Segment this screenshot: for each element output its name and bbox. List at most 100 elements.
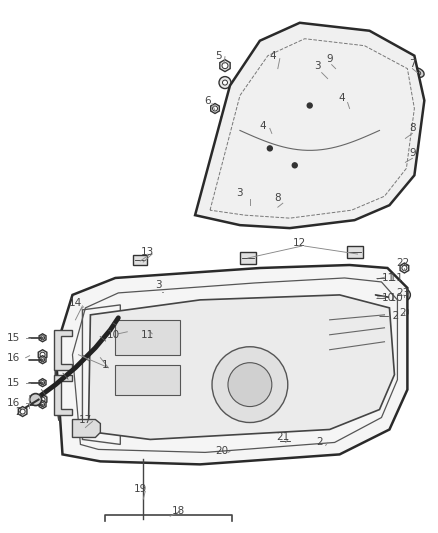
Circle shape: [162, 287, 168, 293]
Circle shape: [221, 114, 231, 124]
Polygon shape: [39, 401, 46, 409]
Circle shape: [336, 64, 340, 69]
Circle shape: [403, 310, 406, 314]
Text: 14: 14: [69, 298, 82, 308]
Circle shape: [166, 301, 171, 306]
Circle shape: [375, 276, 379, 280]
Polygon shape: [18, 407, 27, 416]
Circle shape: [41, 336, 45, 340]
Text: 9: 9: [409, 148, 416, 158]
Polygon shape: [88, 295, 395, 439]
Polygon shape: [39, 356, 46, 364]
Text: 8: 8: [409, 124, 416, 133]
Polygon shape: [195, 23, 424, 228]
Polygon shape: [164, 299, 173, 309]
Circle shape: [386, 295, 390, 299]
Circle shape: [41, 358, 45, 362]
Text: 19: 19: [134, 484, 147, 494]
Circle shape: [307, 103, 312, 108]
Polygon shape: [226, 447, 234, 456]
Text: 3: 3: [237, 188, 243, 198]
Ellipse shape: [411, 68, 424, 77]
Polygon shape: [72, 419, 100, 438]
Polygon shape: [102, 332, 109, 340]
Polygon shape: [53, 330, 72, 370]
Polygon shape: [400, 263, 409, 273]
Circle shape: [212, 347, 288, 423]
Circle shape: [324, 442, 328, 447]
Bar: [115, 365, 180, 394]
Text: 20: 20: [215, 447, 229, 456]
Polygon shape: [38, 394, 47, 405]
Circle shape: [228, 362, 272, 407]
Text: 5: 5: [215, 51, 223, 61]
Circle shape: [41, 402, 45, 407]
Polygon shape: [345, 101, 354, 110]
Text: 2: 2: [316, 438, 323, 447]
Polygon shape: [39, 378, 46, 386]
Text: 2: 2: [399, 308, 406, 318]
Text: 23: 23: [396, 288, 409, 298]
Text: 9: 9: [326, 54, 333, 63]
Polygon shape: [385, 293, 392, 301]
Polygon shape: [56, 265, 407, 464]
Text: 22: 22: [396, 258, 409, 268]
Text: 4: 4: [338, 93, 345, 102]
Text: 10: 10: [382, 293, 395, 303]
Text: 4: 4: [269, 51, 276, 61]
Circle shape: [314, 446, 318, 449]
Circle shape: [267, 146, 272, 151]
Text: 11: 11: [382, 273, 395, 283]
Circle shape: [402, 293, 407, 297]
Circle shape: [40, 352, 45, 357]
Text: — 2: — 2: [379, 311, 399, 321]
Text: 3: 3: [314, 61, 321, 71]
Text: — 10: — 10: [376, 293, 403, 303]
Circle shape: [269, 128, 274, 133]
Circle shape: [402, 265, 407, 270]
Circle shape: [332, 62, 343, 71]
Text: 13: 13: [141, 247, 154, 257]
Bar: [278, 437, 292, 447]
Circle shape: [40, 397, 45, 402]
Circle shape: [264, 205, 268, 209]
Text: 16: 16: [7, 353, 20, 363]
Circle shape: [292, 163, 297, 168]
Circle shape: [402, 158, 407, 163]
Circle shape: [347, 103, 352, 108]
Polygon shape: [39, 334, 46, 342]
Text: — 11: — 11: [376, 273, 403, 283]
Circle shape: [327, 73, 332, 78]
Circle shape: [103, 334, 108, 338]
Text: 1: 1: [102, 360, 109, 370]
Circle shape: [158, 283, 172, 297]
Polygon shape: [149, 328, 155, 336]
Circle shape: [399, 155, 410, 166]
Circle shape: [212, 106, 218, 111]
Bar: [115, 320, 180, 355]
Circle shape: [224, 117, 228, 120]
Text: 15: 15: [7, 333, 20, 343]
Polygon shape: [211, 103, 219, 114]
Text: 12: 12: [293, 238, 306, 248]
Polygon shape: [401, 308, 408, 316]
Circle shape: [20, 409, 25, 414]
Polygon shape: [53, 375, 72, 415]
Text: 3: 3: [155, 280, 162, 290]
Circle shape: [219, 77, 231, 88]
Text: 6: 6: [205, 95, 212, 106]
Polygon shape: [268, 125, 276, 135]
Bar: [240, 252, 256, 264]
Circle shape: [247, 210, 257, 220]
Text: 18: 18: [172, 506, 185, 516]
Polygon shape: [262, 203, 269, 211]
Circle shape: [30, 393, 42, 406]
Circle shape: [392, 136, 396, 141]
Text: 10: 10: [107, 330, 120, 340]
Polygon shape: [322, 440, 329, 448]
Circle shape: [223, 80, 227, 85]
Polygon shape: [38, 350, 47, 360]
Circle shape: [150, 330, 154, 334]
Polygon shape: [390, 134, 397, 142]
Text: 16: 16: [7, 398, 20, 408]
